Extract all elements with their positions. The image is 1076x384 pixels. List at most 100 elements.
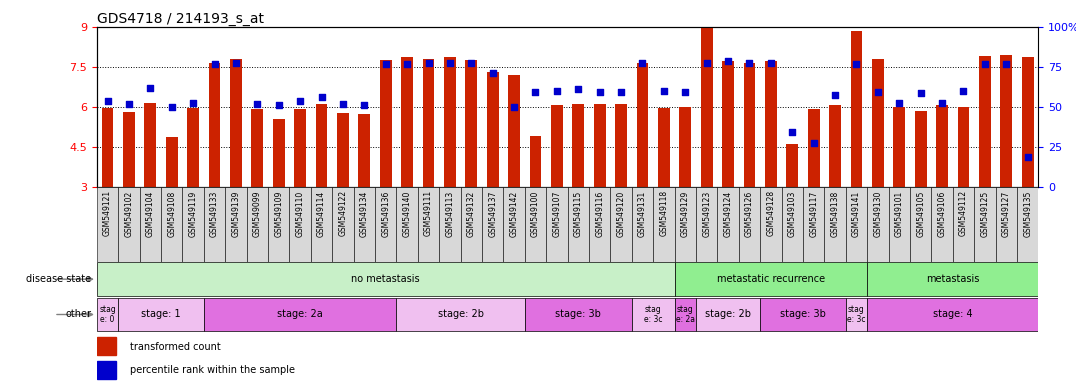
Text: GSM549112: GSM549112 (959, 190, 968, 237)
Text: GSM549105: GSM549105 (916, 190, 925, 237)
Text: GSM549101: GSM549101 (895, 190, 904, 237)
Bar (1017, 187, 1038, 262)
Bar (936, 106, 948, 187)
Bar (781, 187, 803, 262)
Text: GSM549130: GSM549130 (874, 190, 882, 237)
Bar (417, 187, 439, 262)
Bar (504, 187, 525, 262)
Text: GSM549120: GSM549120 (617, 190, 625, 237)
Text: percentile rank within the sample: percentile rank within the sample (130, 365, 295, 375)
Bar (97, 298, 118, 331)
Bar (144, 103, 156, 187)
Text: GSM549132: GSM549132 (467, 190, 476, 237)
Bar (101, 108, 113, 187)
Point (612, 89, 629, 95)
Bar (337, 113, 349, 187)
Bar (161, 187, 183, 262)
Bar (974, 187, 995, 262)
Text: metastatic recurrence: metastatic recurrence (717, 274, 825, 284)
Text: GSM549121: GSM549121 (103, 190, 112, 237)
Point (720, 58, 737, 65)
Point (463, 60, 480, 66)
Bar (230, 59, 242, 187)
Bar (225, 187, 246, 262)
Text: GSM549106: GSM549106 (937, 190, 947, 237)
Point (420, 60, 437, 66)
Bar (867, 298, 1038, 331)
Point (313, 94, 330, 101)
Text: stage: 1: stage: 1 (141, 310, 181, 319)
Bar (315, 104, 327, 187)
Bar (311, 187, 332, 262)
Point (655, 88, 672, 94)
Point (762, 60, 779, 66)
Text: GSM549109: GSM549109 (274, 190, 283, 237)
Bar (979, 56, 991, 187)
Text: GSM549118: GSM549118 (660, 190, 668, 237)
Point (549, 88, 566, 94)
Point (484, 70, 501, 76)
Bar (1001, 55, 1013, 187)
Point (976, 61, 993, 67)
Bar (203, 298, 396, 331)
Bar (551, 106, 563, 187)
Bar (482, 187, 504, 262)
Text: other: other (66, 310, 91, 319)
Text: GSM549103: GSM549103 (788, 190, 796, 237)
Point (954, 88, 972, 94)
Bar (508, 75, 520, 187)
Point (270, 103, 287, 109)
Bar (872, 59, 883, 187)
Bar (486, 72, 498, 187)
Bar (567, 187, 589, 262)
Bar (118, 298, 203, 331)
Text: GSM549140: GSM549140 (402, 190, 412, 237)
Text: GSM549115: GSM549115 (574, 190, 583, 237)
Bar (995, 187, 1017, 262)
Text: GSM549100: GSM549100 (530, 190, 540, 237)
Text: GSM549117: GSM549117 (809, 190, 818, 237)
Bar (889, 187, 910, 262)
Text: GSM549125: GSM549125 (980, 190, 989, 237)
Bar (958, 107, 969, 187)
Bar (203, 187, 225, 262)
Point (805, 140, 822, 146)
Bar (529, 136, 541, 187)
Bar (700, 27, 712, 187)
Bar (246, 187, 268, 262)
Point (997, 61, 1015, 67)
Point (164, 104, 181, 110)
Text: stag
e: 0: stag e: 0 (99, 305, 116, 324)
Bar (123, 111, 134, 187)
Text: GSM549127: GSM549127 (1002, 190, 1010, 237)
Bar (166, 137, 178, 187)
Text: stage: 4: stage: 4 (933, 310, 973, 319)
Point (698, 60, 716, 66)
Text: stag
e: 3c: stag e: 3c (847, 305, 866, 324)
Text: GSM549126: GSM549126 (745, 190, 754, 237)
Bar (589, 187, 610, 262)
Text: stag
e: 3c: stag e: 3c (643, 305, 663, 324)
Text: GSM549114: GSM549114 (317, 190, 326, 237)
Bar (466, 60, 477, 187)
Bar (675, 262, 867, 296)
Bar (97, 361, 116, 379)
Bar (760, 187, 781, 262)
Point (677, 89, 694, 95)
Text: GSM549113: GSM549113 (445, 190, 454, 237)
Bar (140, 187, 161, 262)
Bar (830, 106, 841, 187)
Bar (354, 187, 376, 262)
Text: GDS4718 / 214193_s_at: GDS4718 / 214193_s_at (97, 12, 264, 26)
Bar (824, 187, 846, 262)
Point (569, 86, 586, 93)
Bar (739, 187, 760, 262)
Bar (396, 298, 525, 331)
Text: GSM549102: GSM549102 (125, 190, 133, 237)
Text: transformed count: transformed count (130, 342, 221, 352)
Bar (610, 187, 632, 262)
Point (356, 103, 373, 109)
Bar (653, 187, 675, 262)
Text: GSM549099: GSM549099 (253, 190, 261, 237)
Point (741, 60, 759, 66)
